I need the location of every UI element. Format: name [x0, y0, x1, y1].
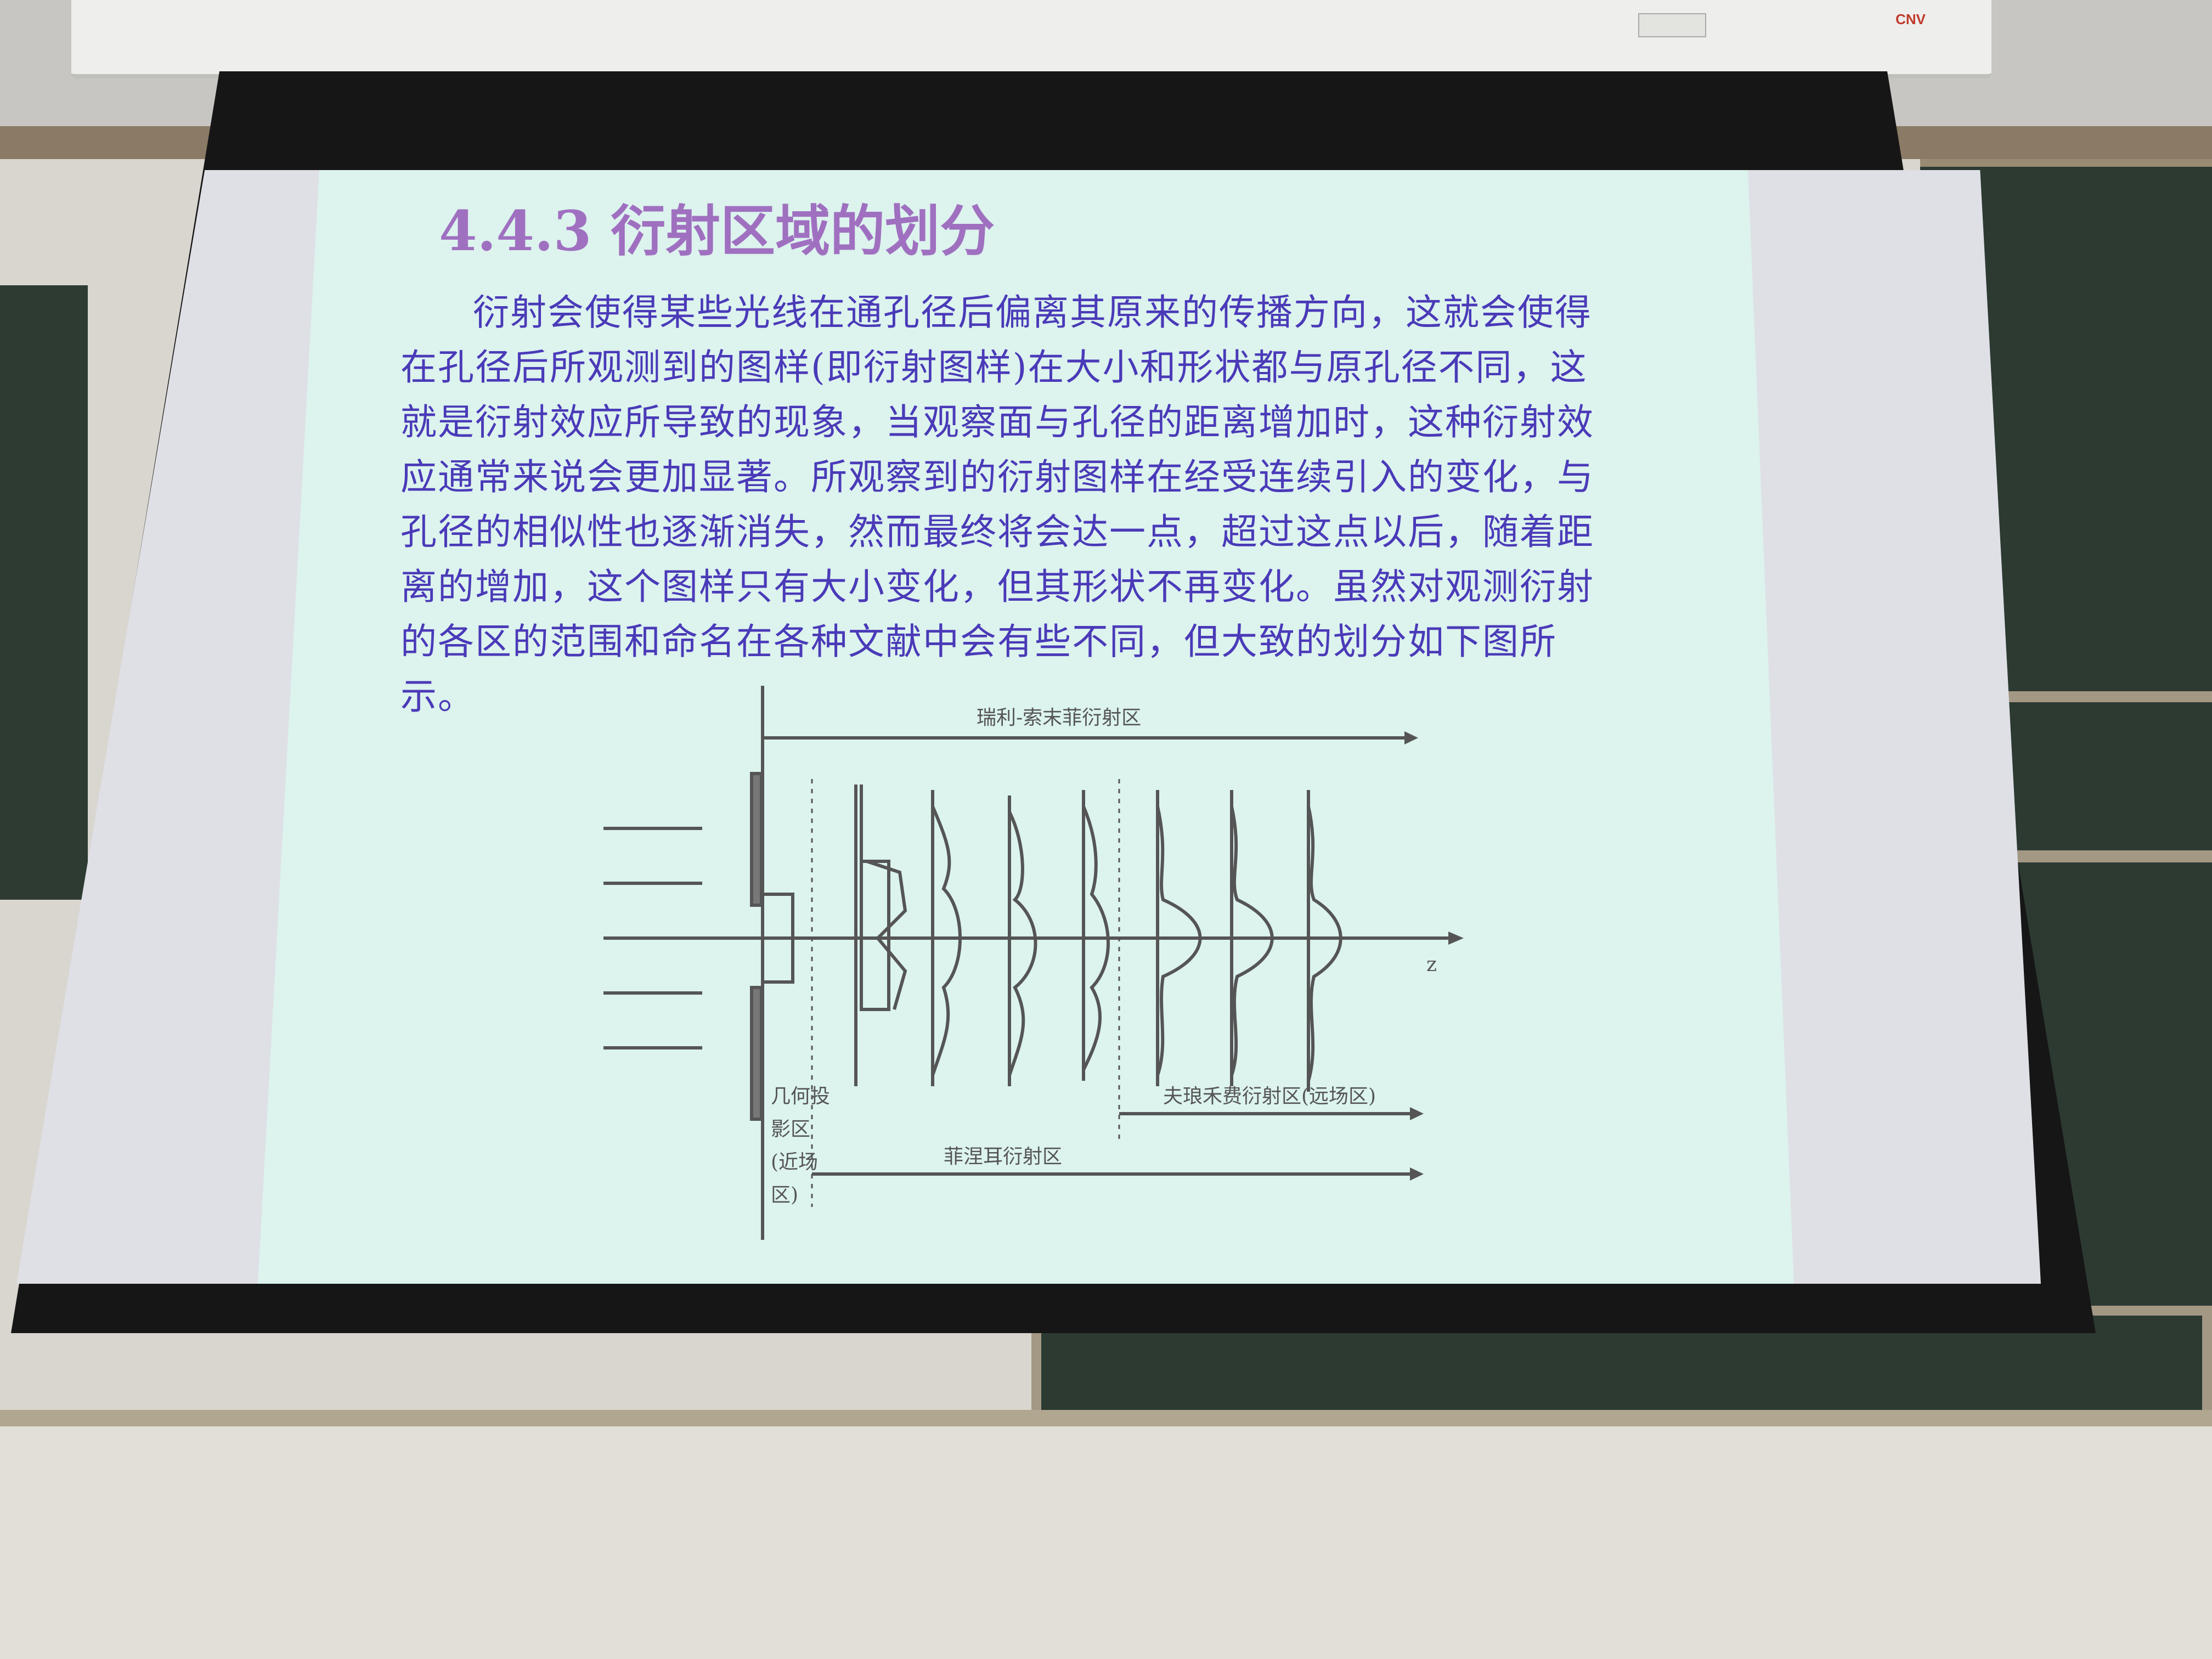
aperture-opening [763, 893, 794, 984]
aperture-plate [750, 772, 763, 907]
fresnel-arrowhead [1410, 1167, 1424, 1181]
diffraction-zones-diagram: 瑞利-索末菲衍射区 z 几何投 影区 (近场 区) 夫琅禾费衍射区(远场区) 菲… [571, 680, 1492, 1251]
fraunhofer-zone-label: 夫琅禾费衍射区(远场区) [1163, 1085, 1376, 1108]
intensity-profile [1008, 811, 1037, 1076]
geometric-zone-label: 几何投 [771, 1085, 830, 1108]
blackboard-ledge [1975, 691, 2212, 702]
intensity-profile [1230, 806, 1274, 1076]
top-arrowhead [1404, 731, 1418, 744]
projector-brand-logo: CNV [1895, 11, 1926, 27]
geometric-zone-label: 区) [771, 1184, 798, 1206]
rayleigh-sommerfeld-label: 瑞利-索末菲衍射区 [977, 707, 1141, 729]
intensity-profile [860, 785, 890, 1011]
intensity-profile [1307, 806, 1342, 1081]
blackboard-left [0, 285, 88, 900]
aperture-plate [750, 986, 763, 1121]
blackboard-ledge [1975, 850, 2212, 862]
lower-wall [0, 1426, 2212, 1659]
intensity-profile [1156, 806, 1202, 1076]
z-axis-label: z [1426, 953, 1437, 976]
fresnel-zone-label: 菲涅耳衍射区 [944, 1146, 1062, 1168]
geometric-zone-label: 影区 [771, 1118, 810, 1141]
slide-body-text: 衍射会使得某些光线在通孔径后偏离其原来的传播方向，这就会使得在孔径后所观测到的图… [400, 291, 1594, 718]
intensity-profile [1082, 805, 1110, 1071]
intensity-profile [931, 805, 962, 1076]
intensity-profile [866, 860, 907, 1010]
housing-sticker [1638, 13, 1706, 37]
slide-background [258, 170, 1794, 1284]
fraunhofer-arrowhead [1410, 1107, 1424, 1120]
geometric-zone-label: (近场 [771, 1151, 818, 1173]
projector-screen-housing: CNV [71, 0, 1991, 78]
slide-title: 4.4.3 衍射区域的划分 [439, 199, 995, 263]
diagram-canvas: 瑞利-索末菲衍射区 z 几何投 影区 (近场 区) 夫琅禾费衍射区(远场区) 菲… [603, 686, 1464, 1240]
z-arrowhead [1448, 932, 1464, 945]
